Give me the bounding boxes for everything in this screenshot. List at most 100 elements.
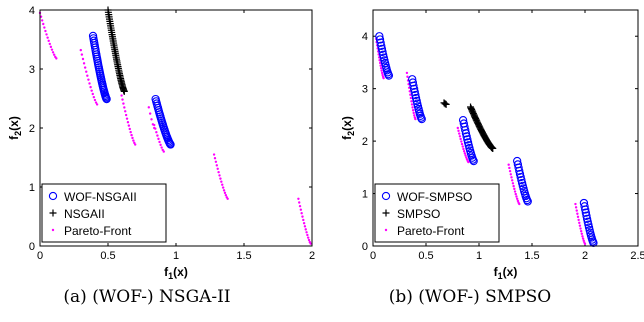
figure-caption: (b) (WOF-) SMPSO (389, 287, 551, 307)
series-nsgaii (104, 6, 128, 95)
data-point (412, 111, 415, 115)
data-point (221, 183, 224, 186)
data-point (456, 126, 459, 130)
data-point (409, 84, 419, 94)
data-point (224, 194, 228, 197)
data-point (460, 140, 463, 143)
data-point (575, 209, 578, 212)
data-point (469, 156, 478, 166)
data-point (150, 118, 153, 121)
data-point (514, 163, 523, 172)
data-point (120, 94, 123, 97)
data-point (298, 201, 301, 204)
data-point (465, 156, 468, 159)
x-tick-label: 1.5 (524, 250, 539, 262)
data-point (515, 197, 519, 200)
legend: WOF-SMPSO SMPSO Pareto-Front (374, 183, 500, 243)
axes-frame (39, 9, 313, 247)
data-point (580, 232, 584, 236)
data-point (582, 239, 585, 242)
legend-box (41, 183, 167, 243)
data-point (80, 53, 84, 56)
data-point (378, 61, 382, 65)
data-point (411, 90, 420, 100)
data-point (582, 214, 592, 223)
series-wof-smpso (375, 32, 598, 248)
data-point (581, 235, 584, 238)
data-point (88, 82, 91, 85)
data-point (300, 212, 303, 215)
x-axis-label: f1(x) (164, 265, 188, 281)
data-point (459, 137, 462, 141)
data-point (81, 57, 85, 61)
data-point (221, 186, 225, 189)
data-point (129, 130, 132, 134)
data-point (212, 153, 216, 156)
data-point (380, 69, 383, 72)
data-point (375, 35, 385, 44)
data-point (162, 150, 165, 153)
data-point (47, 39, 50, 43)
data-point (518, 202, 521, 206)
y-tick-label: 1 (362, 189, 368, 201)
legend-label: SMPSO (397, 207, 440, 221)
data-point (219, 177, 222, 180)
x-tick-label: 2 (309, 250, 315, 262)
y-tick-label: 4 (362, 31, 368, 43)
data-point (93, 98, 97, 102)
legend-marker (382, 209, 390, 217)
data-point (513, 190, 517, 193)
series-pareto-front (38, 11, 312, 245)
y-tick-label: 2 (362, 136, 368, 148)
data-point (576, 212, 579, 215)
data-point (95, 103, 99, 106)
data-point (218, 174, 221, 177)
data-point (410, 87, 419, 97)
data-point (511, 179, 514, 182)
x-tick-label: 0 (370, 250, 376, 262)
data-point (307, 238, 311, 242)
y-tick-label: 3 (29, 64, 35, 76)
data-point (94, 101, 98, 104)
data-point (510, 176, 513, 179)
data-point (85, 70, 88, 73)
data-point (157, 137, 160, 141)
data-point (463, 152, 467, 155)
data-point (507, 163, 510, 166)
data-point (578, 224, 582, 227)
data-point (125, 117, 129, 120)
data-point (408, 78, 418, 87)
data-point (583, 242, 587, 246)
data-point (405, 71, 409, 75)
data-point (90, 89, 93, 92)
y-axis-label: f2(x) (7, 116, 23, 140)
data-point (147, 106, 150, 109)
data-point (131, 136, 134, 140)
data-point (87, 78, 90, 81)
y-tick-label: 0 (29, 241, 35, 253)
data-point (91, 92, 94, 96)
data-point (305, 231, 308, 234)
data-point (417, 114, 426, 124)
data-point (159, 143, 162, 147)
data-point (51, 51, 55, 54)
data-point (579, 227, 582, 230)
data-point (216, 167, 219, 170)
data-point (382, 76, 385, 80)
y-tick-label: 2 (29, 123, 35, 135)
data-point (384, 71, 394, 80)
data-point (515, 195, 518, 198)
data-point (408, 90, 411, 93)
x-tick-label: 1 (476, 250, 482, 262)
data-point (457, 129, 460, 133)
legend-marker (48, 191, 58, 201)
data-point (410, 103, 414, 106)
x-tick-label: 0.5 (418, 250, 433, 262)
data-point (83, 66, 87, 69)
data-point (406, 75, 409, 78)
data-point (376, 38, 385, 47)
data-point (43, 26, 46, 29)
data-point (223, 191, 227, 195)
data-point (215, 164, 218, 167)
